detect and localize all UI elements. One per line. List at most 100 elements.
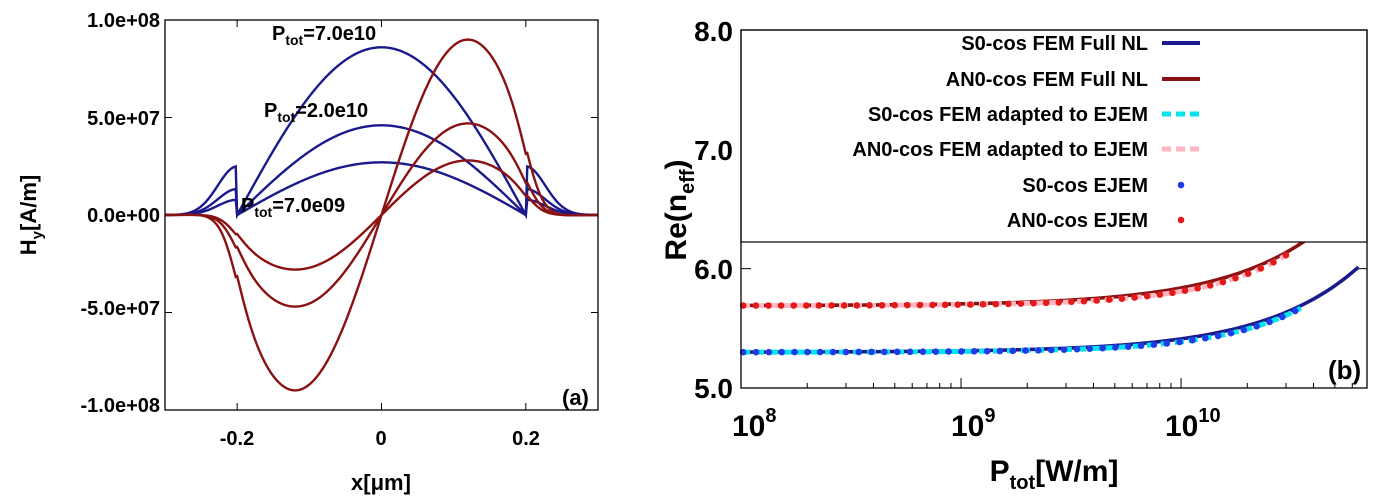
x-tick-label: -0.2	[220, 428, 254, 450]
y-label-sub: y	[29, 230, 46, 239]
series-point-5	[1055, 299, 1063, 306]
series-point-4	[1137, 342, 1145, 350]
y-tick-label: 5.0	[694, 373, 733, 404]
panel-a-tag: (a)	[562, 385, 589, 410]
series-point-4	[752, 348, 760, 356]
series-dashed-2	[741, 305, 1302, 355]
series-point-5	[916, 301, 924, 309]
series-line-0	[740, 265, 1360, 354]
series-point-4	[765, 348, 773, 356]
legend-box	[740, 29, 1368, 243]
series-point-4	[1047, 346, 1055, 354]
series-point-5	[1093, 297, 1100, 304]
y-tick-label: 6.0	[694, 254, 733, 285]
series-point-4	[1240, 326, 1248, 334]
series-point-4	[842, 348, 850, 356]
series-point-4	[881, 348, 888, 356]
y-tick-label: -5.0e+07	[80, 298, 160, 320]
series-point-4	[1189, 336, 1196, 344]
y-tick-label: 7.0	[694, 135, 733, 166]
series-point-4	[816, 348, 824, 356]
series-point-5	[840, 302, 848, 309]
y-tick-label: 8.0	[694, 16, 733, 47]
series-point-5	[752, 302, 760, 309]
series-point-4	[958, 348, 965, 355]
series-point-4	[1035, 347, 1042, 354]
series-point-5	[891, 301, 898, 309]
series-point-5	[1169, 289, 1176, 297]
panel-a-x-tick-labels: -0.2 0 0.2	[220, 428, 540, 450]
series-point-5	[1270, 259, 1277, 266]
series-point-4	[906, 348, 914, 356]
annotation-p-7e10: Ptot=7.0e10	[272, 23, 376, 48]
panel-a: -1.0e+08 -5.0e+07 0.0e+00 5.0e+07 1.0e+0…	[16, 10, 599, 495]
legend-label: S0-cos FEM adapted to EJEM	[868, 104, 1148, 126]
series-point-5	[992, 300, 999, 308]
series-point-5	[967, 301, 974, 308]
series-point-5	[803, 302, 810, 309]
series-point-4	[1214, 332, 1222, 340]
y-tick-label: 0.0e+00	[87, 205, 160, 227]
series-point-5	[1118, 295, 1126, 302]
x-tick-label: 0	[375, 428, 386, 450]
series-point-4	[778, 348, 786, 356]
series-point-5	[1042, 299, 1050, 307]
panel-a-x-axis-label: x[μm]	[351, 470, 411, 495]
series-point-5	[904, 301, 911, 309]
panel-a-series-5	[165, 159, 598, 271]
panel-b-tag: (b)	[1328, 355, 1361, 385]
series-point-5	[1257, 265, 1265, 272]
series-point-4	[1073, 345, 1081, 353]
series-point-5	[929, 301, 936, 309]
series-point-4	[996, 347, 1004, 355]
legend-label: AN0-cos FEM Full NL	[946, 69, 1148, 91]
series-point-4	[829, 348, 837, 356]
series-point-5	[954, 301, 962, 308]
series-point-5	[979, 301, 987, 308]
panel-a-y-tick-labels: -1.0e+08 -5.0e+07 0.0e+00 5.0e+07 1.0e+0…	[80, 10, 160, 417]
series-point-5	[1030, 299, 1037, 307]
series-point-4	[1060, 346, 1068, 353]
series-point-4	[1201, 334, 1209, 342]
legend-label: S0-cos EJEM	[1022, 175, 1148, 197]
y-tick-label: 5.0e+07	[87, 108, 160, 130]
series-point-4	[1150, 341, 1158, 348]
series-point-4	[983, 347, 991, 355]
series-point-5	[1219, 278, 1227, 286]
series-point-5	[1244, 270, 1252, 277]
panel-a-curves	[164, 38, 599, 392]
series-point-4	[1253, 322, 1260, 330]
series-point-4	[1279, 313, 1286, 321]
series-point-5	[878, 301, 886, 309]
series-point-5	[853, 302, 861, 309]
series-point-5	[1017, 300, 1025, 307]
panel-b-y-axis-label: Re(neff)	[660, 159, 699, 260]
panel-b-x-tick-labels: 108 109 1010	[732, 405, 1221, 443]
series-point-4	[932, 348, 940, 355]
legend-sample-dot	[1177, 181, 1185, 189]
series-point-5	[941, 301, 949, 309]
series-point-4	[1227, 329, 1235, 337]
panel-a-series-2	[165, 161, 598, 217]
series-point-4	[868, 348, 875, 356]
series-point-4	[970, 348, 978, 355]
series-point-4	[1099, 344, 1106, 352]
series-point-5	[1156, 291, 1164, 298]
series-point-5	[765, 302, 772, 309]
y-tick-label: -1.0e+08	[80, 395, 160, 417]
annotation-p-7e09: Ptot=7.0e09	[241, 195, 345, 220]
series-point-4	[945, 348, 952, 355]
series-point-5	[1106, 296, 1113, 303]
y-tick-label: 1.0e+08	[87, 10, 160, 32]
legend-sample-dot	[1177, 216, 1185, 224]
panel-b-frame	[740, 29, 1368, 389]
series-point-4	[855, 348, 863, 356]
x-tick-label: 109	[951, 405, 996, 443]
series-point-5	[1232, 274, 1239, 282]
series-point-5	[1282, 251, 1290, 259]
panel-a-frame	[164, 19, 599, 411]
series-point-4	[1112, 344, 1119, 351]
series-dashed-3	[741, 249, 1294, 309]
annotation-p-2e10: Ptot=2.0e10	[264, 100, 368, 125]
series-point-5	[1068, 298, 1075, 306]
